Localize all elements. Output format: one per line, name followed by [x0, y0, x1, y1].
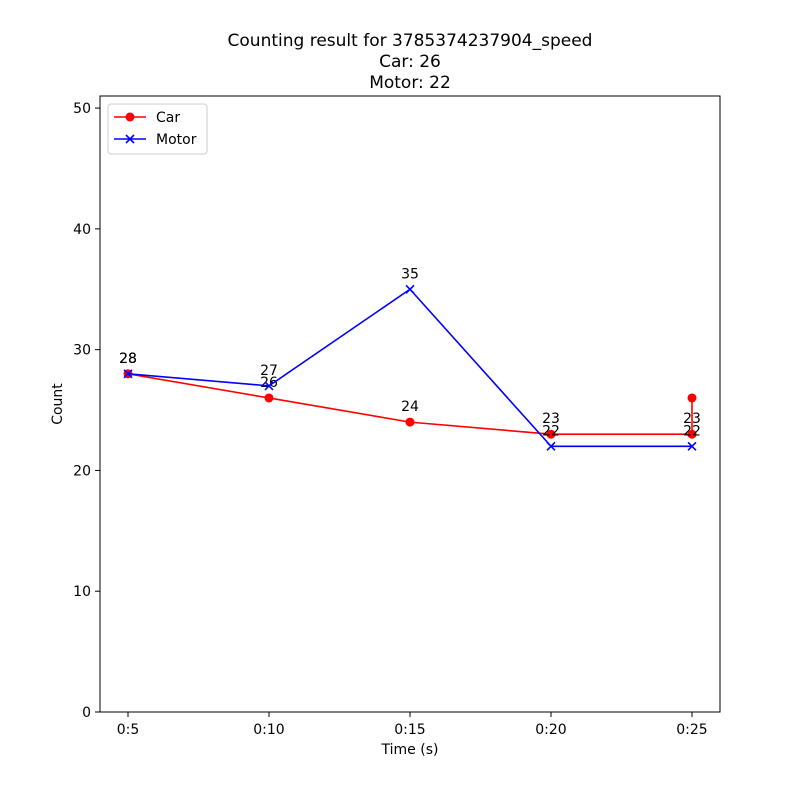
data-label-motor: 22	[683, 423, 701, 439]
data-point-car	[687, 429, 697, 439]
data-label-car: 24	[401, 399, 419, 415]
x-tick-label: 0:5	[117, 722, 140, 738]
data-label-motor: 35	[401, 266, 419, 282]
data-point-car	[546, 429, 556, 439]
y-tick-label: 10	[73, 584, 91, 600]
y-tick-label: 40	[73, 222, 91, 238]
legend-marker-icon	[125, 134, 135, 144]
legend-marker-icon	[125, 112, 135, 122]
y-tick-label: 20	[73, 463, 91, 479]
series-line-car	[127, 373, 693, 435]
chart-title-line-2: Car: 26	[379, 52, 441, 72]
chart-title-line-1: Counting result for 3785374237904_speed	[228, 31, 593, 51]
data-label-motor: 28	[119, 351, 137, 367]
x-axis-ticks: 0:5 0:10 0:15 0:20 0:25	[117, 712, 708, 738]
y-axis-ticks: 0 10 20 30 40 50	[73, 101, 100, 721]
x-tick-label: 0:10	[253, 722, 284, 738]
data-label-car: 28	[119, 351, 137, 367]
y-axis-label: Count	[50, 383, 66, 425]
data-label-car: 23	[542, 411, 560, 427]
data-point-car	[405, 417, 415, 427]
x-tick-label: 0:20	[535, 722, 566, 738]
data-label-car: 26	[260, 375, 278, 391]
legend: Car Motor	[107, 103, 208, 155]
y-tick-label: 30	[73, 343, 91, 359]
data-label-motor: 27	[260, 363, 278, 379]
legend-label: Car	[156, 110, 180, 126]
chart-title: Counting result for 3785374237904_speed …	[228, 31, 593, 93]
x-tick-label: 0:15	[394, 722, 425, 738]
chart-title-line-3: Motor: 22	[369, 73, 451, 93]
y-tick-label: 0	[82, 705, 91, 721]
data-point-car	[264, 393, 274, 403]
x-tick-label: 0:25	[676, 722, 707, 738]
y-tick-label: 50	[73, 101, 91, 117]
data-label-motor: 22	[542, 423, 560, 439]
data-label-car: 23	[683, 411, 701, 427]
series-motor: 28 27 35 22 22	[119, 266, 701, 451]
x-axis-label: Time (s)	[381, 742, 439, 758]
data-point-motor	[405, 284, 415, 294]
data-point-motor	[123, 369, 133, 379]
data-point-motor	[546, 441, 556, 451]
series-car: 28 26 24 23 23	[119, 351, 701, 439]
legend-item-motor: Motor	[114, 132, 197, 148]
data-point-motor	[264, 381, 274, 391]
legend-label: Motor	[156, 132, 197, 148]
data-point-car	[687, 393, 697, 403]
data-point-motor	[687, 441, 697, 451]
legend-item-car: Car	[114, 110, 180, 126]
